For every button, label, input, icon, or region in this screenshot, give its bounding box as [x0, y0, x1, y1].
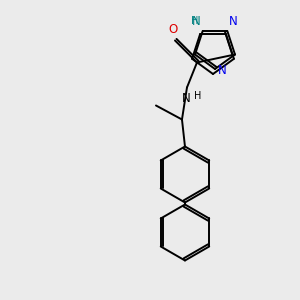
Text: H: H: [191, 16, 198, 26]
Text: O: O: [168, 23, 178, 37]
Text: N: N: [229, 15, 238, 28]
Text: N: N: [218, 64, 227, 77]
Text: N: N: [192, 15, 201, 28]
Text: H: H: [194, 92, 201, 101]
Text: N: N: [182, 92, 190, 106]
